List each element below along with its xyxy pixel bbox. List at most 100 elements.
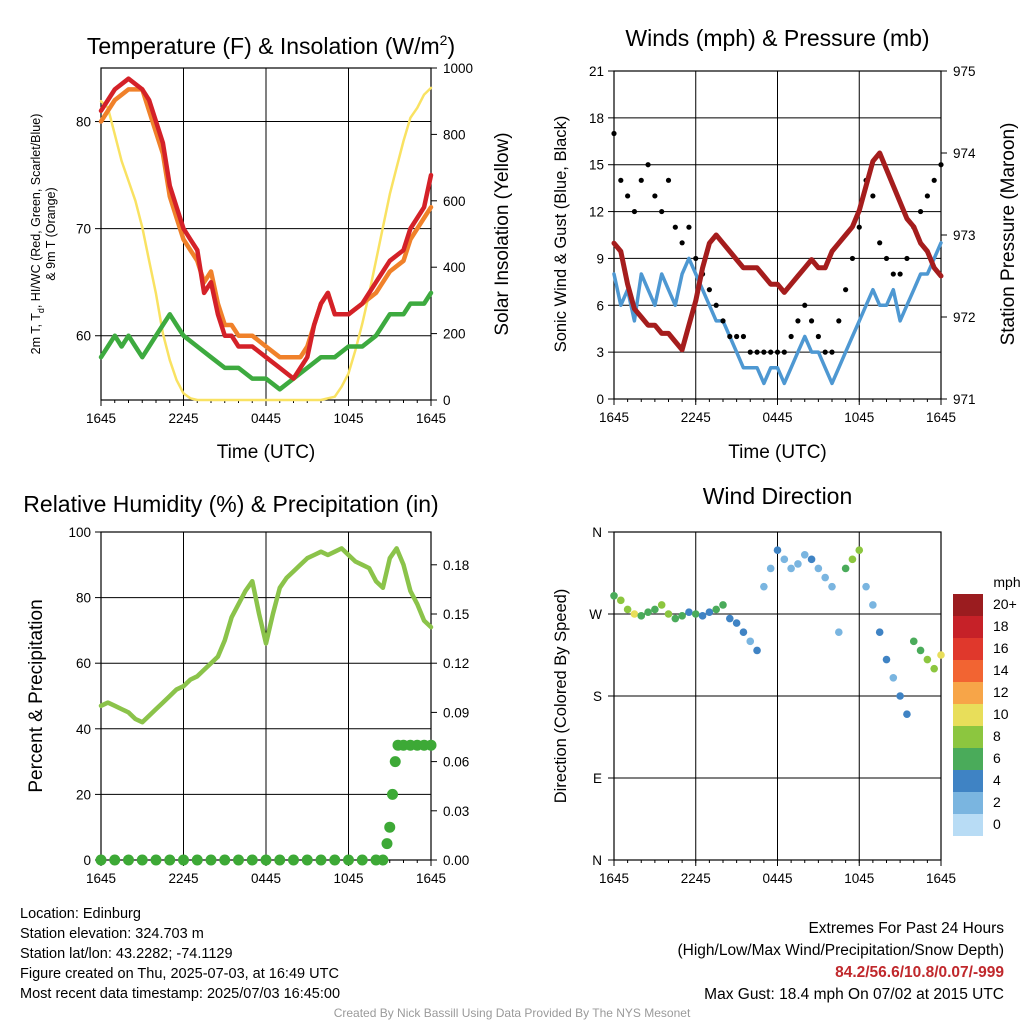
direction-point: [841, 564, 850, 573]
direction-point: [726, 614, 734, 623]
temperature-series-t2m: [98, 76, 434, 381]
direction-point: [664, 610, 673, 618]
direction-point: [719, 601, 727, 609]
direction-point: [780, 555, 789, 564]
humidity-title: Relative Humidity (%) & Precipitation (i…: [23, 491, 438, 517]
humidity-ytick-label: 60: [76, 656, 91, 671]
winds-ytick-label: 18: [589, 111, 604, 126]
humidity-precip-point: [343, 854, 354, 866]
direction-xtick-label: 1645: [599, 871, 629, 886]
direction-point: [766, 564, 775, 573]
direction-point: [705, 608, 714, 616]
humidity-precip-point: [381, 838, 393, 850]
winds-gust-point: [781, 349, 787, 355]
winds-gust-point: [917, 208, 924, 215]
humidity-precip-point: [219, 854, 231, 866]
direction-point: [855, 546, 864, 555]
legend-label: 20+: [993, 596, 1017, 612]
direction-point: [773, 546, 782, 555]
legend-label: 14: [993, 662, 1009, 678]
winds-xtick-label: 2245: [681, 410, 711, 425]
direction-point: [800, 550, 809, 559]
humidity-ytick-label: 0: [83, 853, 91, 868]
direction-point: [807, 555, 816, 564]
direction-point: [678, 612, 686, 620]
humidity-series-rh: [98, 546, 434, 725]
winds-y2label: Station Pressure (Maroon): [998, 123, 1019, 346]
direction-point: [889, 673, 898, 682]
direction-point: [671, 614, 680, 623]
winds-gust-point: [611, 130, 617, 137]
legend-swatch: [953, 770, 983, 792]
winds-ytick-label: 3: [596, 345, 604, 360]
legend-label: 12: [993, 684, 1009, 700]
winds-gust-point: [931, 177, 937, 183]
humidity-precip-point: [136, 854, 148, 866]
extremes-panel: Extremes For Past 24 Hours (High/Low/Max…: [678, 918, 1005, 1006]
winds-gust-point: [849, 255, 856, 262]
humidity-precip-point: [109, 854, 121, 866]
winds-ytick-label: 12: [589, 205, 604, 220]
humidity-precip-point: [123, 854, 134, 866]
humidity-precip-point: [178, 854, 189, 866]
direction-point: [903, 710, 911, 719]
direction-point: [617, 596, 625, 605]
winds-gust-point: [897, 271, 903, 277]
temperature-y2tick-label: 1000: [443, 61, 473, 76]
temperature-xtick-label: 0445: [251, 411, 281, 426]
humidity-y2tick-label: 0.03: [443, 804, 469, 819]
winds-series-wind: [612, 241, 943, 386]
temperature-y2tick-label: 200: [443, 327, 466, 342]
winds-gust-point: [659, 208, 665, 215]
extremes-subtitle: (High/Low/Max Wind/Precipitation/Snow De…: [677, 942, 1005, 959]
elevation-text: Station elevation: 324.703 m: [20, 926, 204, 942]
location-text: Location: Edinburg: [20, 906, 141, 922]
temperature-ytick-label: 80: [76, 115, 91, 130]
winds-gust-point: [788, 333, 794, 340]
direction-point: [916, 646, 925, 655]
direction-point: [821, 573, 829, 582]
temperature-series-t9m: [98, 87, 434, 360]
humidity-xtick-label: 1645: [416, 871, 446, 886]
direction-point: [760, 582, 768, 591]
winds-gust-point: [665, 177, 672, 183]
humidity-precip-point: [95, 854, 107, 866]
winds-ytick-label: 9: [596, 251, 604, 266]
temperature-ylabel-sub: d: [36, 308, 46, 313]
winds-y2tick-label: 973: [953, 228, 976, 243]
winds-gust-point: [883, 255, 890, 262]
legend-swatch: [953, 682, 983, 704]
humidity-precip-point: [205, 854, 217, 866]
direction-point: [698, 612, 707, 620]
temperature-ylabel2: & 9m T (Orange): [44, 187, 58, 280]
humidity-ytick-label: 80: [76, 591, 91, 606]
winds-xtick-label: 1645: [599, 410, 629, 425]
direction-point: [882, 655, 891, 664]
temperature-series-solar: [99, 86, 433, 402]
legend-swatch: [953, 748, 983, 770]
direction-point: [930, 664, 938, 673]
temperature-y2label: Solar Insolation (Yellow): [492, 132, 513, 335]
winds-gust-point: [679, 240, 685, 246]
winds-gust-point: [686, 224, 692, 230]
direction-point: [691, 610, 700, 618]
winds-gust-point: [638, 177, 644, 183]
direction-point: [651, 605, 659, 614]
direction-xtick-label: 1645: [926, 871, 956, 886]
winds-gust-point: [870, 193, 876, 199]
winds-gust-point: [802, 302, 808, 308]
direction-ytick-label: S: [593, 689, 602, 704]
direction-point: [739, 628, 748, 637]
winds-gust-point: [815, 333, 821, 340]
winds-gust-point: [904, 255, 910, 262]
temperature-y2tick-label: 400: [443, 260, 466, 275]
direction-point: [630, 610, 639, 618]
direction-point: [937, 651, 945, 659]
legend-label: 10: [993, 706, 1009, 722]
winds-gust-point: [747, 349, 753, 355]
winds-gust-point: [795, 318, 801, 324]
legend-swatch: [953, 704, 983, 726]
legend-label: 8: [993, 728, 1001, 744]
humidity-precip-point: [384, 821, 396, 833]
temperature-y2tick-label: 800: [443, 127, 466, 142]
